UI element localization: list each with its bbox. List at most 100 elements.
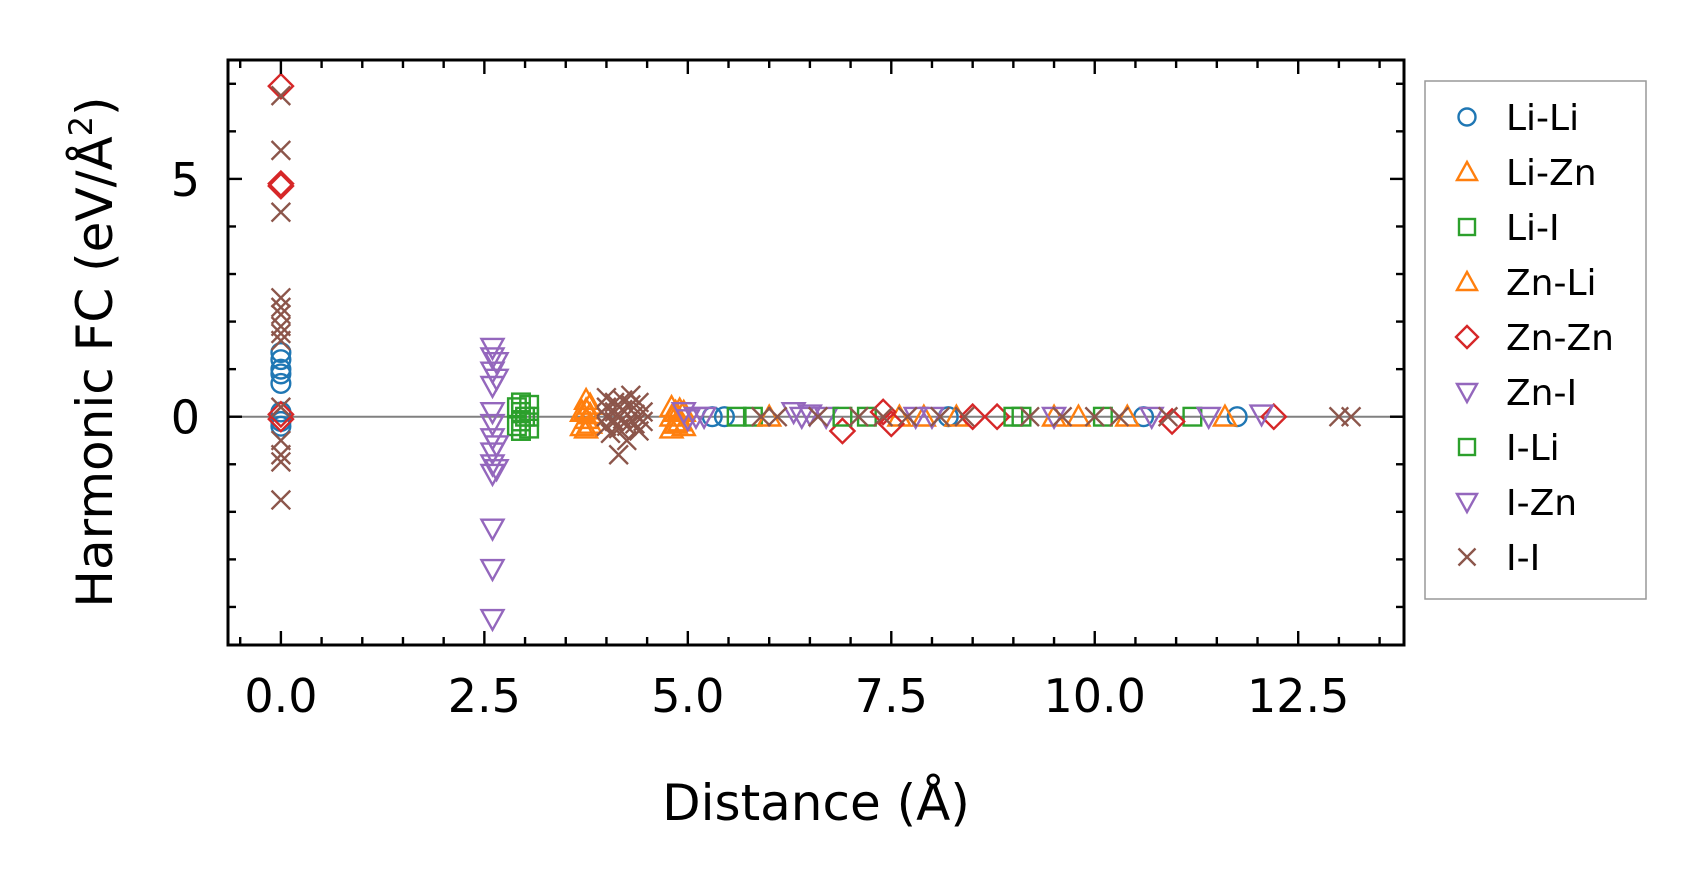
data-point bbox=[1158, 407, 1186, 436]
data-point bbox=[483, 459, 510, 483]
legend-label: Li-I bbox=[1506, 208, 1560, 249]
data-point bbox=[270, 372, 292, 394]
data-point bbox=[479, 347, 506, 371]
data-point bbox=[691, 406, 718, 431]
legend-marker bbox=[1457, 107, 1477, 127]
data-point bbox=[270, 323, 292, 344]
data-point bbox=[479, 401, 506, 426]
legend-marker bbox=[1457, 437, 1477, 457]
data-point bbox=[267, 172, 295, 200]
data-point bbox=[848, 406, 869, 427]
data-point bbox=[270, 201, 292, 223]
data-point bbox=[515, 406, 536, 427]
x-tick-label: 2.5 bbox=[448, 669, 521, 723]
x-tick-label: 5.0 bbox=[651, 669, 724, 723]
data-point bbox=[750, 406, 772, 427]
y-axis-label-suffix: ) bbox=[66, 96, 124, 116]
legend-label: I-Li bbox=[1506, 428, 1560, 469]
data-point bbox=[270, 85, 292, 106]
data-point bbox=[1211, 403, 1238, 427]
data-point bbox=[267, 72, 295, 100]
y-axis-label-main: Harmonic FC (eV/Å bbox=[66, 136, 124, 607]
legend-label: Zn-Li bbox=[1506, 263, 1597, 304]
legend-marker bbox=[1457, 547, 1477, 567]
data-point bbox=[1248, 404, 1275, 428]
data-point bbox=[483, 368, 510, 393]
data-point bbox=[479, 608, 506, 633]
data-point bbox=[807, 406, 829, 427]
legend-label: I-Zn bbox=[1506, 483, 1577, 524]
legend-marker bbox=[1454, 492, 1480, 515]
data-point bbox=[1157, 406, 1179, 427]
x-tick-label: 0.0 bbox=[244, 669, 317, 723]
y-axis-label: Harmonic FC (eV/Å2) bbox=[62, 96, 124, 607]
data-point bbox=[270, 341, 292, 364]
legend-label: Zn-I bbox=[1506, 373, 1577, 414]
data-point bbox=[479, 463, 506, 488]
data-point bbox=[270, 140, 292, 161]
data-point bbox=[1003, 406, 1024, 427]
legend-marker bbox=[1454, 269, 1480, 292]
data-point bbox=[608, 444, 629, 465]
series-zn-zn bbox=[267, 72, 1288, 445]
data-point bbox=[270, 316, 292, 337]
data-point bbox=[910, 403, 937, 427]
data-point bbox=[767, 406, 788, 427]
data-point bbox=[270, 415, 292, 437]
data-point bbox=[267, 169, 295, 198]
data-point bbox=[780, 401, 807, 426]
data-point bbox=[573, 415, 600, 439]
y-tick-label: 5 bbox=[171, 153, 200, 207]
data-point bbox=[270, 330, 292, 351]
data-point bbox=[479, 413, 506, 438]
data-point bbox=[632, 411, 654, 432]
y-axis-label-superscript: 2 bbox=[62, 116, 100, 136]
data-point bbox=[954, 406, 975, 427]
data-point bbox=[929, 406, 951, 427]
series-i-i bbox=[270, 85, 1362, 511]
x-tick-label: 12.5 bbox=[1247, 669, 1349, 723]
plot-area bbox=[228, 60, 1404, 645]
legend-marker bbox=[1457, 217, 1477, 237]
data-point bbox=[1108, 406, 1130, 427]
data-point bbox=[897, 406, 918, 427]
data-point bbox=[568, 412, 596, 437]
data-point bbox=[877, 410, 906, 438]
data-point bbox=[713, 406, 735, 428]
data-point bbox=[568, 398, 596, 422]
data-point bbox=[270, 444, 292, 465]
data-point bbox=[270, 396, 292, 418]
data-point bbox=[483, 435, 510, 459]
data-point bbox=[872, 406, 894, 427]
legend-label: Li-Zn bbox=[1506, 153, 1597, 194]
legend: Li-Li Li-Zn Li-I Zn-Li Zn-Zn Zn-I I-Li I-Zn I-I bbox=[1424, 80, 1647, 600]
data-point bbox=[1340, 406, 1362, 427]
x-tick-label: 10.0 bbox=[1044, 669, 1146, 723]
legend-label: Li-Li bbox=[1506, 98, 1579, 139]
y-tick-label: 0 bbox=[171, 391, 200, 445]
legend-marker bbox=[1454, 159, 1480, 182]
data-point bbox=[270, 363, 292, 385]
data-point bbox=[479, 518, 506, 542]
legend-label: Zn-Zn bbox=[1506, 318, 1614, 359]
data-point bbox=[832, 406, 853, 427]
data-point bbox=[270, 297, 292, 318]
data-point bbox=[577, 410, 604, 434]
data-point bbox=[270, 451, 292, 473]
data-point bbox=[632, 401, 654, 423]
data-point bbox=[674, 409, 701, 433]
data-point bbox=[577, 400, 604, 425]
data-point bbox=[1195, 406, 1222, 431]
data-point bbox=[1138, 406, 1165, 431]
data-point bbox=[1065, 403, 1092, 427]
data-point bbox=[519, 394, 540, 415]
data-point bbox=[958, 402, 987, 431]
data-point bbox=[828, 417, 857, 445]
data-point bbox=[1259, 402, 1288, 431]
data-point bbox=[483, 352, 510, 376]
legend-marker bbox=[1454, 324, 1480, 350]
data-point bbox=[519, 418, 540, 439]
data-point bbox=[267, 400, 295, 429]
plot-border bbox=[226, 58, 1406, 647]
